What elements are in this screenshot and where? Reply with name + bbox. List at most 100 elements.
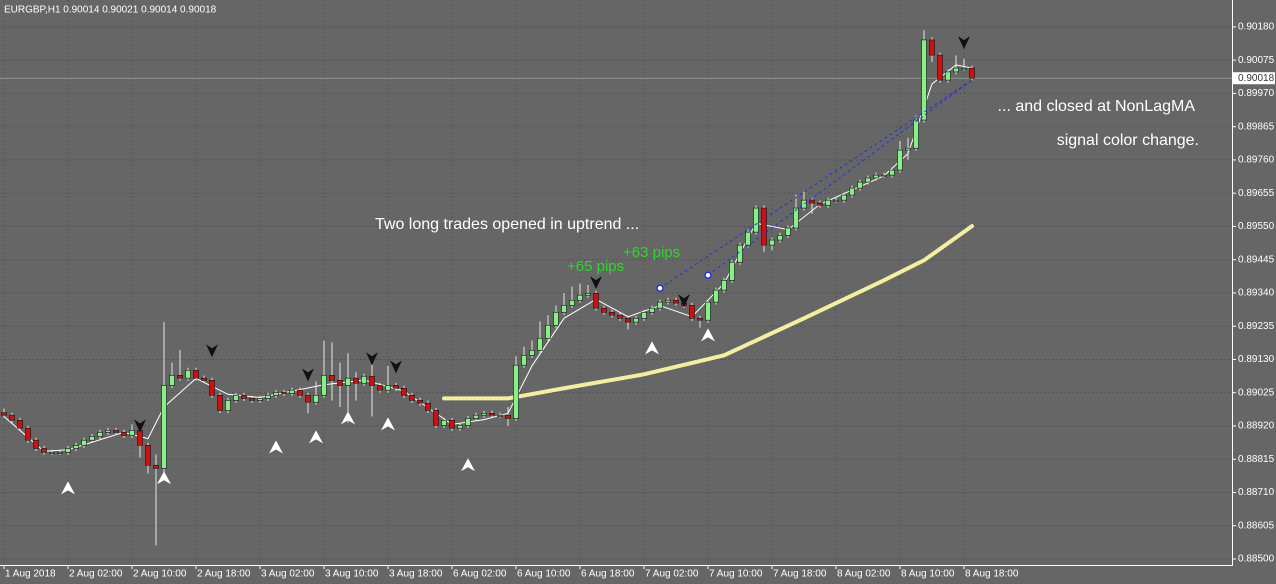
candle-body xyxy=(41,448,47,453)
last-price-label: 0.90018 xyxy=(1238,73,1275,84)
candle-body xyxy=(401,387,407,396)
y-tick-label: 0.89445 xyxy=(1238,254,1275,265)
last-price-box xyxy=(1233,72,1275,85)
x-tick-label: 3 Aug 02:00 xyxy=(261,569,315,580)
y-tick-label: 0.88710 xyxy=(1238,487,1275,498)
candle-body xyxy=(385,385,391,391)
sell-arrow xyxy=(678,294,690,308)
candle-body xyxy=(609,311,615,316)
candle-body xyxy=(545,324,551,339)
x-tick-label: 2 Aug 10:00 xyxy=(133,569,187,580)
candle-body xyxy=(73,444,79,449)
candle-body xyxy=(209,380,215,396)
candle-body xyxy=(937,54,943,81)
candle-body xyxy=(793,207,799,229)
candle-body xyxy=(729,261,735,281)
candle-body xyxy=(201,377,207,381)
candle-body xyxy=(705,301,711,321)
candle-body xyxy=(105,430,111,433)
candle-body xyxy=(313,394,319,403)
candle-body xyxy=(409,394,415,401)
candle-body xyxy=(753,207,759,233)
candle-body xyxy=(249,398,255,401)
candle-body xyxy=(929,39,935,56)
candle-body xyxy=(577,294,583,301)
y-tick-label: 0.88920 xyxy=(1238,421,1275,432)
y-tick-label: 0.89130 xyxy=(1238,354,1275,365)
candle-body xyxy=(273,392,279,396)
trade-line xyxy=(707,79,973,276)
candle-body xyxy=(561,305,567,313)
candle-body xyxy=(17,419,23,429)
candle-body xyxy=(393,385,399,389)
candle-body xyxy=(193,369,199,379)
candle-body xyxy=(585,292,591,296)
y-tick-label: 0.89970 xyxy=(1238,88,1275,99)
candle-body xyxy=(969,67,975,79)
candle-body xyxy=(161,385,167,469)
candle-body xyxy=(649,307,655,313)
candle-body xyxy=(713,289,719,303)
candle-body xyxy=(465,418,471,426)
candle-body xyxy=(9,414,15,421)
annotation: signal color change. xyxy=(1057,132,1199,149)
chart-title: EURGBP,H1 0.90014 0.90021 0.90014 0.9001… xyxy=(4,5,217,16)
candle-body xyxy=(745,231,751,246)
candle-body xyxy=(89,436,95,441)
y-tick-label: 0.88815 xyxy=(1238,454,1275,465)
candle-body xyxy=(657,301,663,309)
candle-body xyxy=(769,239,775,246)
x-tick-label: 2 Aug 18:00 xyxy=(197,569,251,580)
plot-area xyxy=(0,0,1232,565)
candle-body xyxy=(873,174,879,179)
buy-arrow xyxy=(309,430,323,444)
candle-body xyxy=(849,187,855,196)
candle-body xyxy=(881,174,887,177)
candle-body xyxy=(137,430,143,446)
candle-body xyxy=(33,439,39,449)
candle-body xyxy=(113,430,119,433)
candle-body xyxy=(697,317,703,321)
candle-body xyxy=(49,451,55,454)
y-tick-label: 0.88500 xyxy=(1238,554,1275,565)
candle-body xyxy=(329,374,335,381)
candle-body xyxy=(689,305,695,319)
sell-arrow xyxy=(366,352,378,366)
candle-body xyxy=(377,385,383,391)
candle-body xyxy=(593,292,599,309)
candle-body xyxy=(225,400,231,411)
candle-body xyxy=(809,199,815,204)
candle-body xyxy=(281,392,287,394)
candle-body xyxy=(673,299,679,304)
candle-body xyxy=(665,299,671,303)
candle-body xyxy=(65,448,71,453)
y-tick-label: 0.90075 xyxy=(1238,55,1275,66)
y-tick-label: 0.89235 xyxy=(1238,321,1275,332)
candle-body xyxy=(633,317,639,323)
candle-body xyxy=(817,202,823,206)
candle-body xyxy=(761,207,767,246)
x-tick-label: 7 Aug 10:00 xyxy=(709,569,763,580)
x-tick-label: 6 Aug 10:00 xyxy=(517,569,571,580)
y-tick-label: 0.89025 xyxy=(1238,387,1275,398)
candle-body xyxy=(569,299,575,306)
candle-body xyxy=(513,364,519,419)
candle-body xyxy=(361,375,367,384)
candle-body xyxy=(425,402,431,411)
candle-body xyxy=(241,394,247,399)
candle-body xyxy=(129,430,135,436)
trade-open xyxy=(656,284,664,292)
candle-body xyxy=(81,439,87,446)
candle-body xyxy=(841,194,847,201)
candle-body xyxy=(865,177,871,183)
buy-arrow xyxy=(645,341,659,355)
candle-body xyxy=(785,227,791,236)
x-tick-label: 8 Aug 18:00 xyxy=(965,569,1019,580)
y-tick-label: 0.89865 xyxy=(1238,121,1275,132)
buy-arrow xyxy=(269,440,283,454)
candle-body xyxy=(353,377,359,384)
candle-body xyxy=(57,451,63,454)
candle-body xyxy=(537,337,543,351)
annotation: ... and closed at NonLagMA xyxy=(998,98,1196,115)
